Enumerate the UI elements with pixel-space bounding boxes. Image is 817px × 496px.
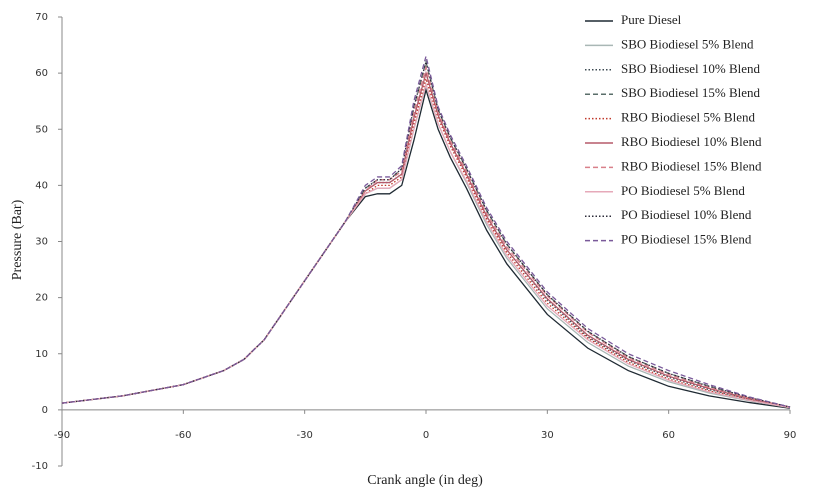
x-tick-label: -30 <box>296 430 312 441</box>
legend-label: SBO Biodiesel 5% Blend <box>621 36 754 51</box>
x-tick-label: 30 <box>541 430 554 441</box>
y-tick-label: 50 <box>35 124 48 135</box>
y-tick-label: 30 <box>35 237 48 248</box>
x-axis-title: Crank angle (in deg) <box>367 473 483 488</box>
x-tick-label: -60 <box>175 430 191 441</box>
y-tick-label: 40 <box>35 180 48 191</box>
legend-label: RBO Biodiesel 10% Blend <box>621 134 762 149</box>
legend-label: SBO Biodiesel 10% Blend <box>621 61 761 76</box>
legend-label: PO Biodiesel 15% Blend <box>621 232 752 247</box>
x-tick-label: 0 <box>423 430 429 441</box>
y-tick-label: 20 <box>35 293 48 304</box>
y-tick-label: 0 <box>42 405 48 416</box>
x-tick-label: -90 <box>54 430 70 441</box>
legend-label: RBO Biodiesel 15% Blend <box>621 158 762 173</box>
series-line <box>61 56 791 408</box>
legend-label: Pure Diesel <box>621 12 682 27</box>
y-axis-title: Pressure (Bar) <box>10 199 25 280</box>
legend-label: PO Biodiesel 5% Blend <box>621 183 745 198</box>
x-tick-label: 90 <box>784 430 797 441</box>
y-tick-label: 70 <box>35 12 48 23</box>
y-tick-label: 60 <box>35 68 48 79</box>
y-tick-label: 10 <box>35 349 48 360</box>
legend-label: RBO Biodiesel 5% Blend <box>621 110 755 125</box>
x-tick-label: 60 <box>662 430 675 441</box>
y-tick-label: -10 <box>32 461 48 472</box>
legend-label: PO Biodiesel 10% Blend <box>621 207 752 222</box>
legend-label: SBO Biodiesel 15% Blend <box>621 85 761 100</box>
